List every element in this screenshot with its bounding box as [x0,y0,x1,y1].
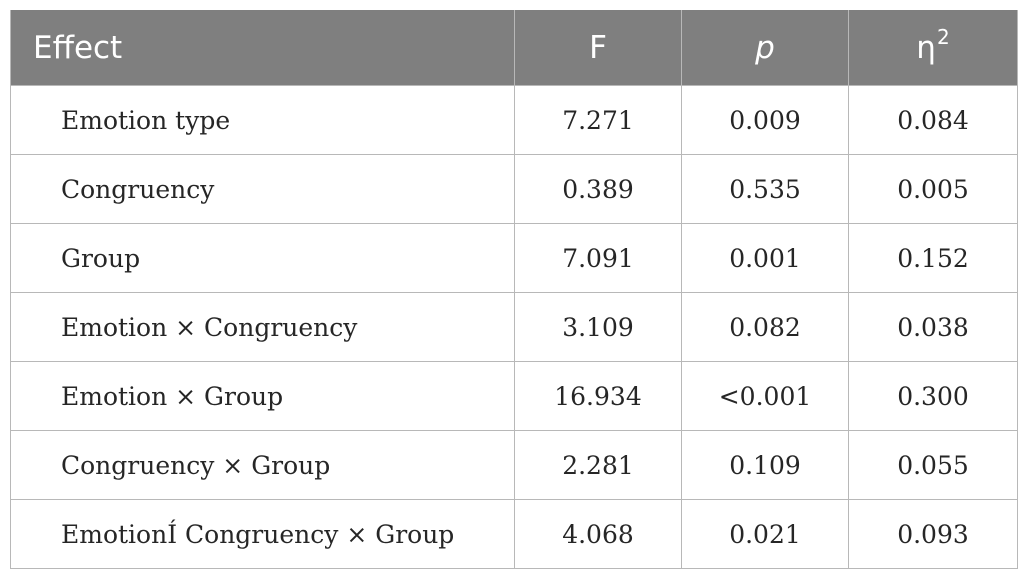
anova-results-table: Effect F p η2 Emotion type 7.271 0.009 0… [10,10,1018,569]
table-row: Congruency × Group 2.281 0.109 0.055 [10,430,1018,500]
cell-eta: 0.005 [848,154,1018,224]
table-row: Group 7.091 0.001 0.152 [10,223,1018,293]
cell-p: 0.009 [681,85,849,155]
cell-effect: Emotion × Congruency [10,292,515,362]
cell-f: 4.068 [514,499,682,569]
cell-eta: 0.038 [848,292,1018,362]
cell-effect: EmotionÍ Congruency × Group [10,499,515,569]
cell-p: 0.001 [681,223,849,293]
header-f: F [514,10,682,86]
cell-effect: Congruency × Group [10,430,515,500]
cell-p: 0.021 [681,499,849,569]
cell-f: 16.934 [514,361,682,431]
cell-f: 7.271 [514,85,682,155]
table-row: Congruency 0.389 0.535 0.005 [10,154,1018,224]
cell-f: 2.281 [514,430,682,500]
table-header-row: Effect F p η2 [10,10,1018,86]
header-p: p [681,10,849,86]
cell-f: 3.109 [514,292,682,362]
cell-p: 0.109 [681,430,849,500]
header-effect: Effect [10,10,515,86]
cell-p: 0.535 [681,154,849,224]
cell-f: 0.389 [514,154,682,224]
cell-effect: Emotion × Group [10,361,515,431]
header-eta-base: η [916,29,936,66]
cell-eta: 0.093 [848,499,1018,569]
cell-eta: 0.084 [848,85,1018,155]
cell-f: 7.091 [514,223,682,293]
cell-eta: 0.055 [848,430,1018,500]
anova-table-container: Effect F p η2 Emotion type 7.271 0.009 0… [10,10,1018,569]
cell-p: 0.082 [681,292,849,362]
table-row: EmotionÍ Congruency × Group 4.068 0.021 … [10,499,1018,569]
cell-effect: Group [10,223,515,293]
table-row: Emotion × Congruency 3.109 0.082 0.038 [10,292,1018,362]
header-eta-superscript: 2 [936,24,950,49]
cell-eta: 0.152 [848,223,1018,293]
cell-eta: 0.300 [848,361,1018,431]
cell-effect: Congruency [10,154,515,224]
table-row: Emotion × Group 16.934 <0.001 0.300 [10,361,1018,431]
header-eta-squared: η2 [848,10,1018,86]
table-row: Emotion type 7.271 0.009 0.084 [10,85,1018,155]
cell-effect: Emotion type [10,85,515,155]
cell-p: <0.001 [681,361,849,431]
